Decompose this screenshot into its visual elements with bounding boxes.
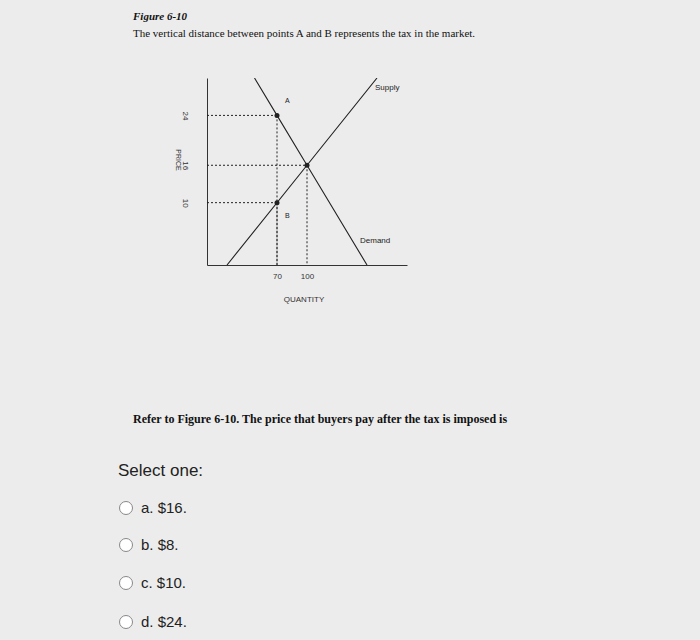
tick: 100: [301, 265, 315, 281]
option-label[interactable]: c. $10.: [141, 574, 186, 591]
option[interactable]: c. $10.: [120, 574, 187, 591]
guide-line: [277, 203, 278, 265]
annotation: B: [285, 212, 290, 219]
option-label[interactable]: b. $8.: [141, 536, 179, 553]
series-label: Demand: [360, 236, 390, 245]
guide-line: [307, 165, 308, 265]
point: [275, 200, 280, 205]
caption: The vertical distance between points A a…: [133, 27, 475, 39]
radio[interactable]: [120, 577, 133, 590]
series-label: Supply: [375, 83, 399, 92]
point: [275, 113, 280, 118]
tick-label: 10: [181, 199, 190, 208]
axis-line: [207, 79, 208, 266]
tick-label: 70: [273, 272, 282, 281]
curve: [227, 78, 377, 265]
axis-line: [208, 265, 408, 266]
tick: 16: [181, 161, 207, 170]
guide-line: [207, 165, 307, 166]
point: [305, 163, 310, 168]
plot-area: [207, 78, 377, 265]
option-label[interactable]: a. $16.: [141, 499, 187, 516]
option[interactable]: d. $24.: [120, 613, 187, 630]
labels: Supply Demand A B: [285, 83, 399, 245]
radio[interactable]: [120, 502, 133, 515]
y-axis-title: PRICE: [175, 149, 182, 171]
y-axis: 10 16 24: [181, 79, 208, 266]
tick: 10: [181, 199, 207, 208]
question: Refer to Figure 6-10. The price that buy…: [133, 412, 507, 426]
tick-label: 24: [181, 111, 190, 120]
x-axis-title: QUANTITY: [284, 295, 325, 304]
guide-line: [277, 115, 278, 265]
radio[interactable]: [120, 616, 133, 629]
tick: 70: [273, 265, 282, 281]
x-axis: 70 100: [208, 265, 408, 281]
annotation: A: [285, 97, 290, 104]
prompt: Select one:: [118, 461, 203, 480]
option-label[interactable]: d. $24.: [141, 613, 187, 630]
tick-label: 100: [301, 272, 315, 281]
option[interactable]: b. $8.: [120, 536, 179, 553]
tick: 24: [181, 111, 207, 120]
page: Figure 6-10 The vertical distance between…: [0, 0, 700, 640]
figure-label: Figure 6-10: [132, 10, 188, 22]
guide-line: [207, 115, 277, 116]
guide-line: [207, 202, 277, 203]
chart: 70 100 10 16 24 QUANTITY PRICE Supply Demand A B: [175, 78, 408, 304]
radio[interactable]: [120, 539, 133, 552]
curve: [255, 78, 368, 265]
option[interactable]: a. $16.: [120, 499, 187, 516]
